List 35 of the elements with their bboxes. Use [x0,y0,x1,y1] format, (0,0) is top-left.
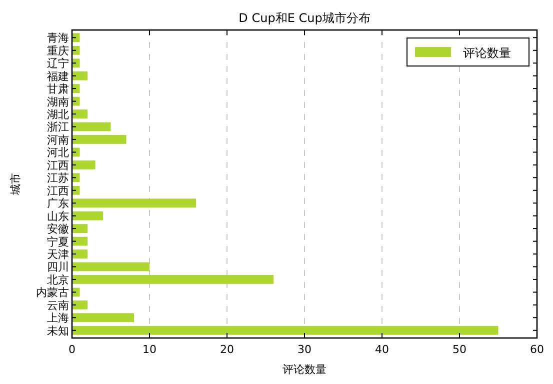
y-tick-label: 安徽 [47,222,69,236]
y-tick-label: 福建 [47,70,69,83]
x-tick-label: 20 [220,343,234,356]
y-tick-label: 江西 [47,184,69,198]
y-tick-label: 河南 [47,133,69,146]
y-tick-label: 辽宁 [47,57,69,70]
y-tick-label: 内蒙古 [36,286,69,300]
x-tick-label: 30 [298,343,312,356]
y-tick-label: 江西 [47,158,69,172]
y-tick-label: 天津 [47,248,69,261]
y-tick-label: 浙江 [47,120,69,134]
y-tick-label: 广东 [47,197,69,210]
y-tick-label: 上海 [47,312,69,325]
y-tick-label: 甘肃 [47,82,69,96]
chart-title: D Cup和E Cup城市分布 [238,11,370,25]
legend-label: 评论数量 [463,46,511,60]
y-tick-label: 北京 [47,273,69,286]
y-tick-label: 宁夏 [47,235,69,248]
y-tick-label: 山东 [47,210,69,223]
y-tick-label: 湖南 [47,95,69,108]
y-axis-title: 城市 [9,173,22,196]
y-tick-label: 河北 [47,146,69,160]
x-tick-label: 40 [375,343,389,356]
x-tick-label: 10 [142,343,156,356]
y-tick-label: 江苏 [47,172,69,185]
x-tick-label: 60 [530,343,544,356]
x-tick-label: 50 [452,343,466,356]
x-axis-title: 评论数量 [282,363,326,376]
y-tick-label: 青海 [47,32,69,45]
x-tick-label: 0 [68,343,76,356]
y-tick-label: 未知 [47,324,69,338]
y-tick-label: 云南 [47,298,69,312]
y-tick-label: 四川 [47,260,69,274]
y-tick-label: 重庆 [47,44,69,58]
y-tick-label: 湖北 [47,108,69,121]
